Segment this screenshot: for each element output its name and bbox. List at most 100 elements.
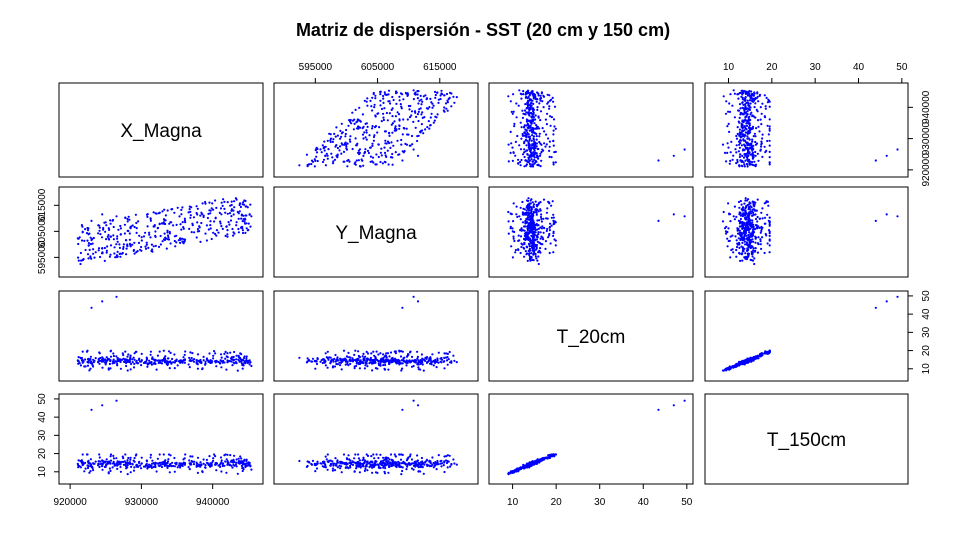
data-point [536,163,539,167]
data-point [148,359,151,362]
data-point [521,243,524,246]
data-point [755,127,758,130]
data-point [544,240,548,243]
data-point [241,358,245,362]
data-point [346,458,349,461]
data-point [535,211,538,214]
data-point [546,207,549,210]
data-point [748,358,751,361]
data-point [222,198,225,201]
data-point [212,208,215,211]
data-point [325,152,328,155]
data-point [412,89,415,92]
data-point [746,94,750,97]
data-point [113,462,116,465]
data-point [746,135,749,138]
data-point [383,107,386,110]
data-point [224,211,227,214]
data-point [414,93,417,96]
data-point [331,467,335,470]
data-point [172,464,175,468]
data-point [370,455,373,458]
data-point [741,134,745,137]
data-point [330,359,333,362]
data-point [534,239,537,242]
data-point [385,93,388,96]
data-point [327,460,330,464]
data-point [431,353,434,356]
data-point [131,462,134,465]
panel-frame [488,186,694,278]
data-point [113,361,116,364]
data-point [109,222,112,225]
data-point [548,225,552,229]
data-point [529,99,533,102]
data-point [181,463,184,466]
data-point [177,360,180,363]
data-point [746,158,749,161]
data-point [412,364,415,368]
data-point [746,212,749,215]
data-point [532,138,536,141]
data-point [87,233,90,236]
data-point [510,245,513,248]
data-point [753,257,756,260]
data-point [548,140,552,143]
data-point [392,144,395,147]
data-point [422,132,425,135]
data-point [127,456,130,460]
data-point [129,226,132,229]
data-point [119,470,122,473]
data-point [200,221,203,225]
data-point [201,213,204,216]
data-point [108,460,111,463]
data-point [362,164,365,167]
data-point [552,234,555,237]
data-point [357,350,360,353]
data-point [743,165,746,168]
data-point [426,126,429,129]
data-point [409,453,412,456]
data-point [77,256,80,259]
data-point [388,362,391,365]
data-point [747,215,750,218]
data-point [358,471,361,474]
data-point [741,98,744,101]
data-point [356,151,360,154]
data-point [109,367,112,370]
data-point [188,468,191,471]
data-point [422,472,425,475]
data-point [396,111,399,114]
data-point [116,250,119,253]
data-point [333,158,337,161]
data-point [542,149,545,152]
data-point [402,118,405,121]
data-point [220,360,223,363]
data-point [79,251,82,255]
data-point [333,462,336,465]
data-point [752,247,755,250]
data-point [513,122,516,125]
data-point [137,241,141,244]
data-point [737,140,741,143]
data-point [445,107,448,110]
data-point [445,455,448,458]
data-point [405,459,409,462]
data-point [386,140,390,143]
data-point [124,453,127,456]
data-point [747,120,750,123]
data-point [418,99,421,102]
data-point [219,207,223,210]
data-point [325,356,328,359]
data-point [126,245,129,248]
data-point [333,469,337,472]
data-point [421,363,424,366]
data-point [370,105,373,108]
data-point [526,103,529,106]
data-point [151,462,154,465]
data-point [434,96,437,99]
data-point [112,354,115,358]
data-point [226,235,229,238]
panel-X_Magna-vs-X_Magna: X_Magna [58,82,264,178]
data-point [526,228,529,232]
